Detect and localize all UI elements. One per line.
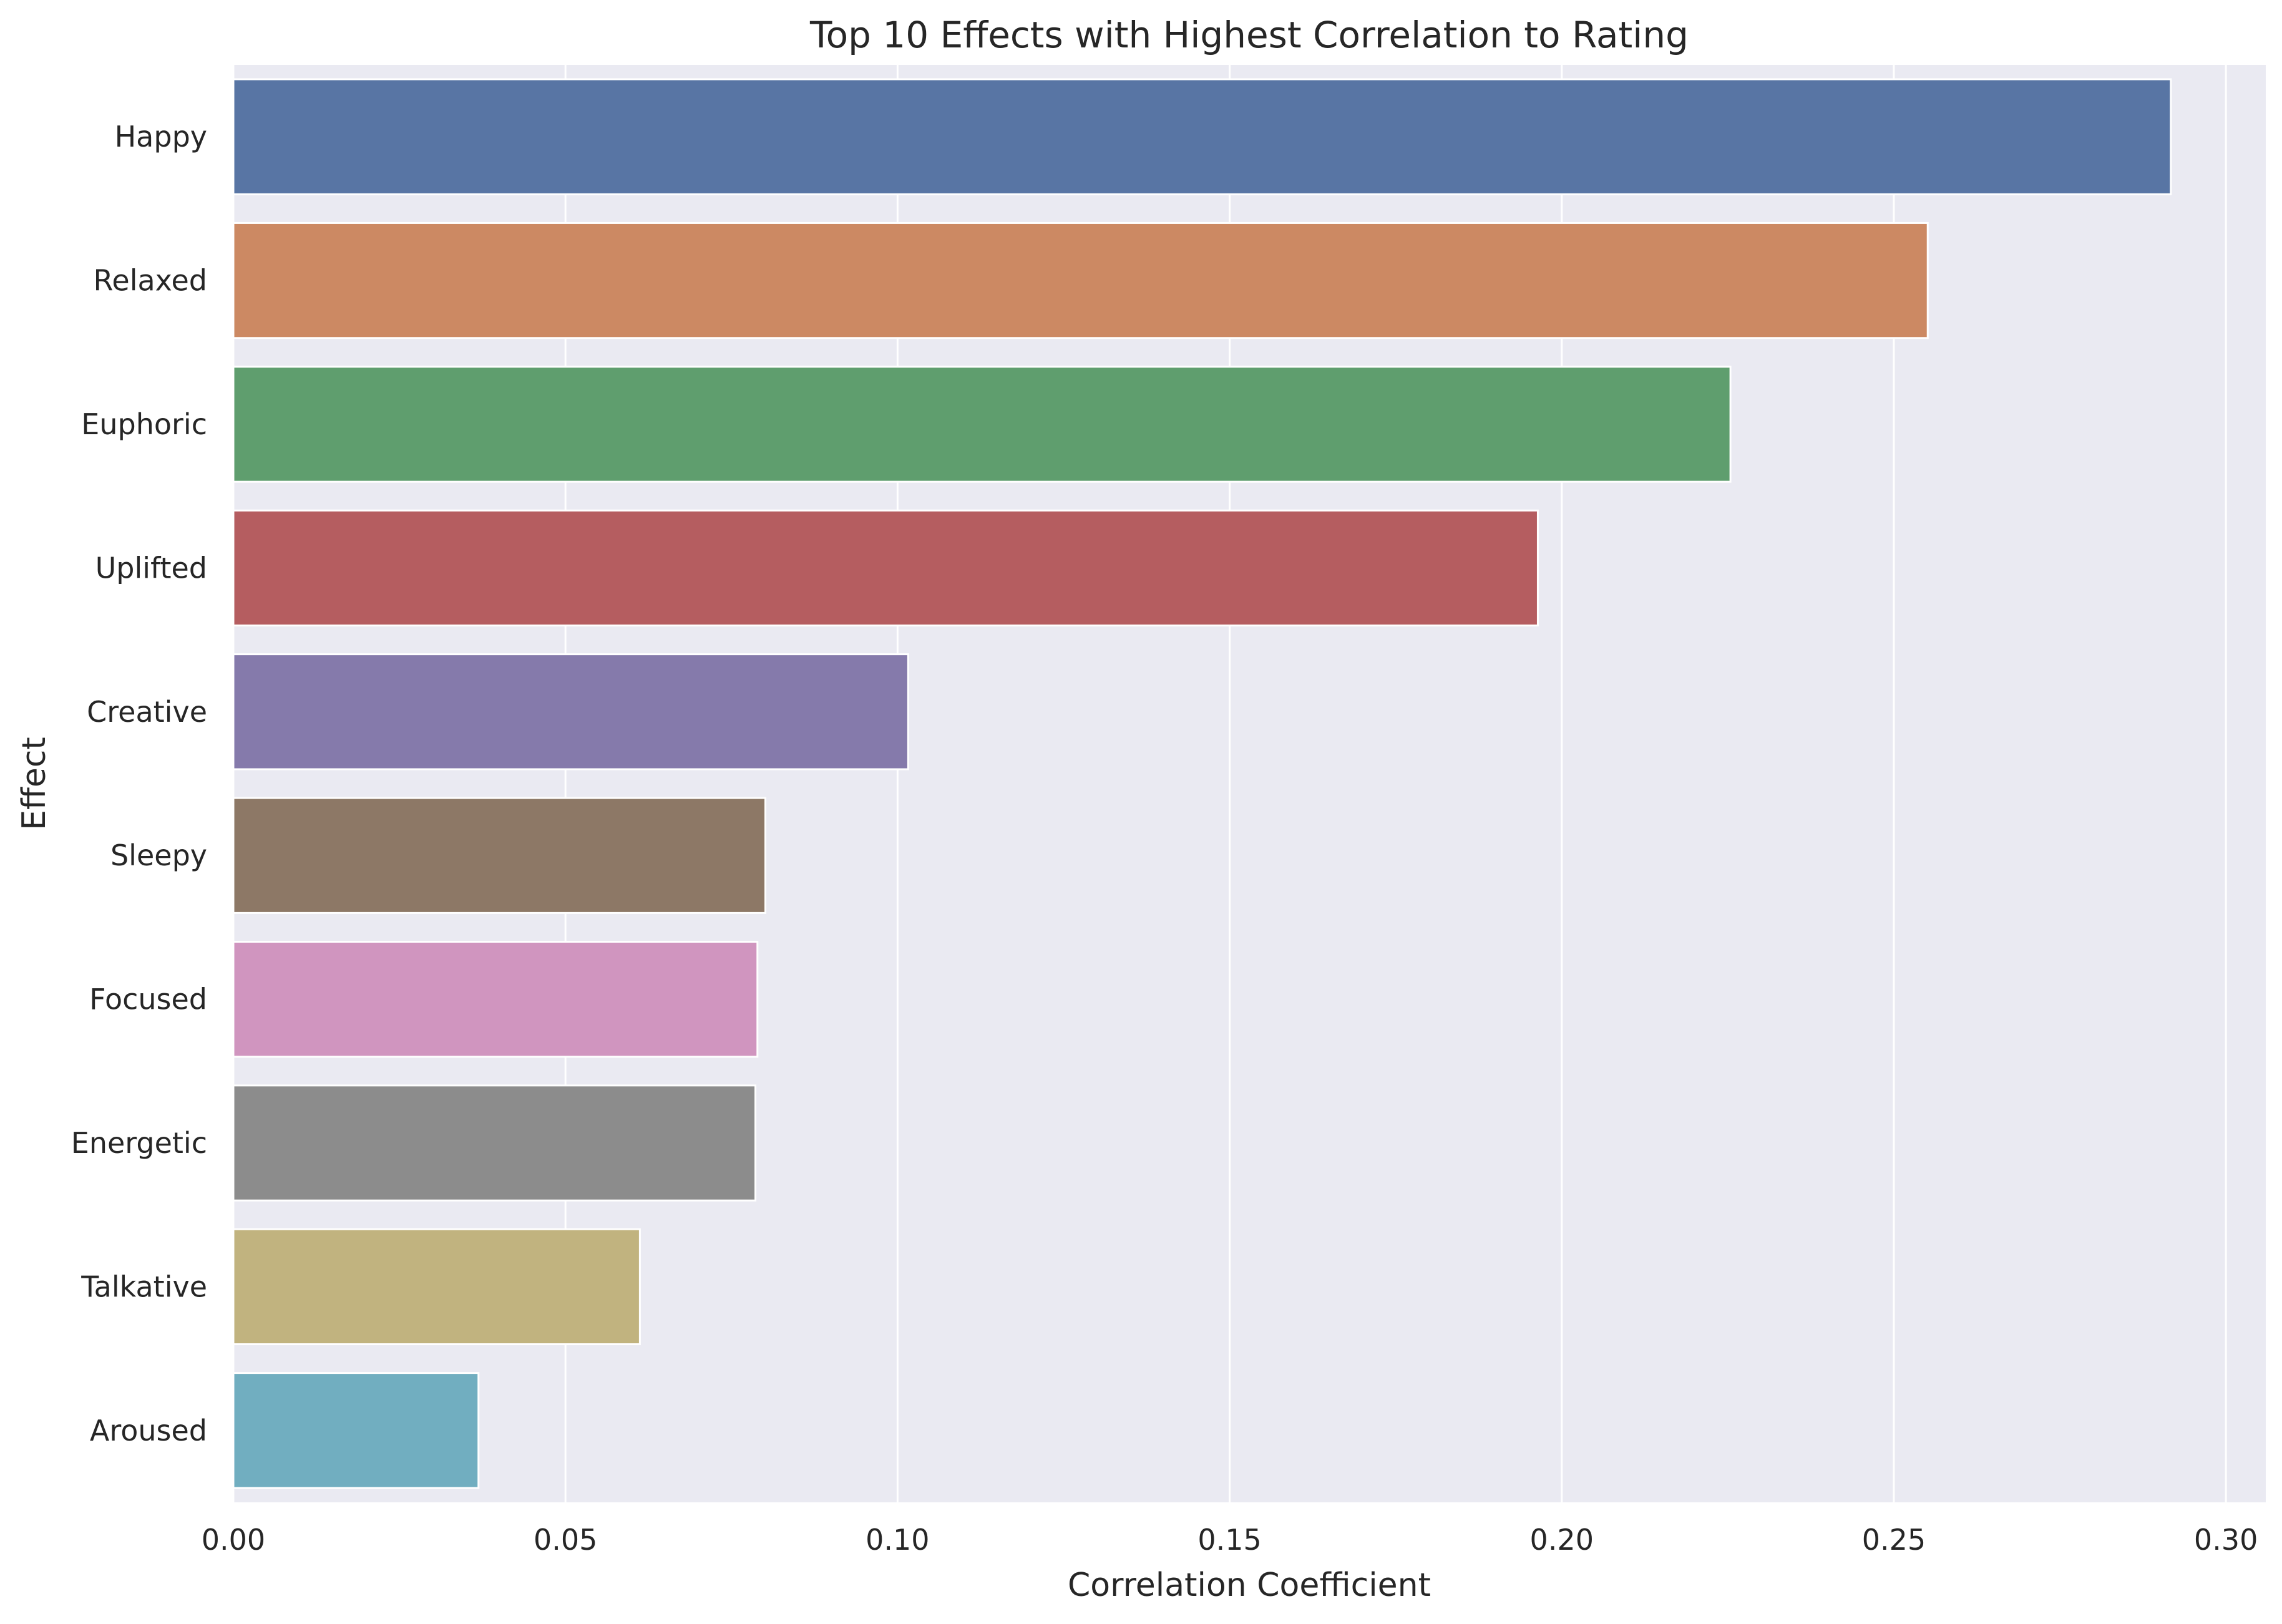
y-tick-label: Euphoric	[81, 407, 207, 441]
bar-sleepy	[232, 797, 767, 914]
x-tick-label: 0.20	[1530, 1523, 1594, 1557]
bar-energetic	[232, 1084, 757, 1202]
bar-relaxed	[232, 221, 1929, 339]
y-tick-label: Happy	[115, 120, 207, 153]
x-tick-label: 0.05	[534, 1523, 597, 1557]
x-tick-label: 0.25	[1862, 1523, 1926, 1557]
x-axis-label: Correlation Coefficient	[1068, 1567, 1431, 1604]
y-tick-label: Focused	[89, 983, 207, 1016]
bar-focused	[232, 940, 759, 1058]
x-tick-label: 0.15	[1197, 1523, 1261, 1557]
bar-euphoric	[232, 366, 1732, 483]
chart-title: Top 10 Effects with Highest Correlation …	[809, 14, 1689, 56]
bar-happy	[232, 78, 2172, 195]
y-tick-label: Relaxed	[94, 264, 207, 298]
y-tick-label: Talkative	[80, 1270, 207, 1303]
y-tick-labels: Happy Relaxed Euphoric Uplifted Creative Slee…	[71, 120, 207, 1447]
y-tick-label: Uplifted	[95, 551, 207, 585]
bars	[232, 78, 2172, 1489]
y-tick-label: Energetic	[71, 1126, 207, 1160]
y-tick-label: Aroused	[90, 1414, 207, 1447]
bar-talkative	[232, 1228, 641, 1346]
x-tick-label: 0.00	[202, 1523, 265, 1557]
y-tick-label: Sleepy	[110, 839, 207, 872]
x-tick-labels: 0.00 0.05 0.10 0.15 0.20 0.25 0.30	[202, 1523, 2258, 1557]
x-tick-label: 0.10	[866, 1523, 929, 1557]
x-tick-label: 0.30	[2194, 1523, 2258, 1557]
bar-creative	[232, 653, 909, 771]
bar-aroused	[232, 1372, 480, 1489]
y-axis-label: Effect	[16, 737, 53, 830]
bar-uplifted	[232, 509, 1539, 627]
y-tick-label: Creative	[87, 695, 207, 729]
